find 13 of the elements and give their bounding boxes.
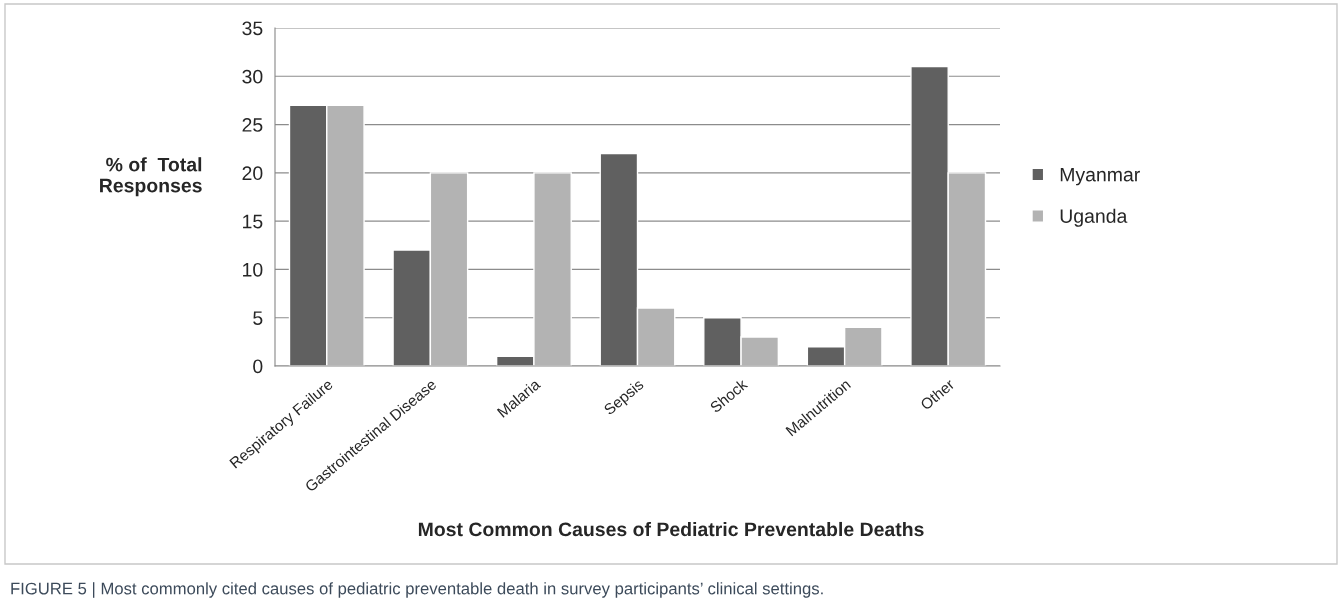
y-tick-label: 35 <box>242 21 263 36</box>
y-tick-label: 5 <box>253 311 263 325</box>
legend-label: Myanmar <box>1060 167 1140 186</box>
y-tick-label: 15 <box>243 214 263 229</box>
x-axis-title: Most Common Causes of Pediatric Preventable Deaths <box>418 521 924 537</box>
y-tick-label: 10 <box>243 262 263 277</box>
y-tick-label: 30 <box>242 69 263 84</box>
y-tick-label: 20 <box>242 166 263 181</box>
y-tick-label: 0 <box>253 359 263 374</box>
caption: FIGURE 5 | Most commonly cited causes of pediatric preventable death in survey participants’ clinical settings. <box>11 582 823 598</box>
y-tick-label: 25 <box>242 118 263 132</box>
legend-label: Uganda <box>1060 208 1128 227</box>
y-axis-title: % of Total Responses <box>100 157 202 197</box>
